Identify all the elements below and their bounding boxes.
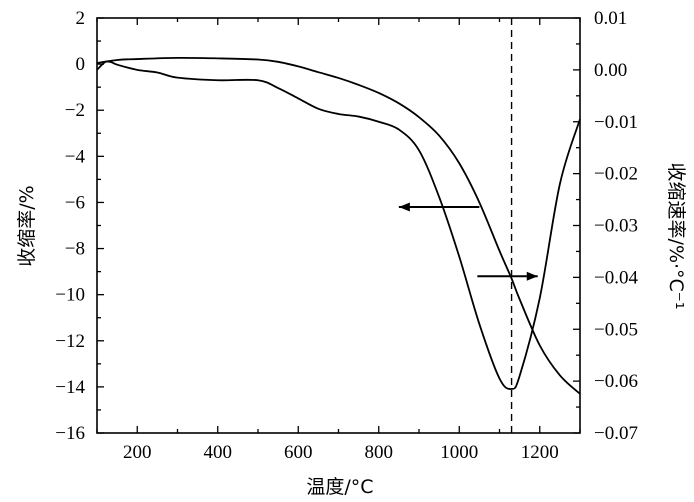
y-left-tick-label: −8 <box>65 239 85 260</box>
x-tick-label: 200 <box>123 442 152 463</box>
y-left-tick-label: −2 <box>65 100 85 121</box>
y-right-tick-label: −0.04 <box>594 267 638 288</box>
y-right-tick-label: −0.05 <box>594 319 638 340</box>
y-left-tick-label: −16 <box>55 423 85 444</box>
x-tick-label: 1200 <box>521 442 559 463</box>
y-left-tick-label: 0 <box>76 54 86 75</box>
y-left-tick-label: −10 <box>55 285 85 306</box>
y-left-tick-label: 2 <box>76 8 86 29</box>
y-left-tick-label: −14 <box>55 377 85 398</box>
y-right-tick-label: −0.06 <box>594 371 638 392</box>
x-tick-label: 800 <box>365 442 394 463</box>
arrow-left-axis <box>398 202 480 212</box>
y-right-tick-label: 0.00 <box>594 60 627 81</box>
right-y-axis-title: 收缩速率/%·°C⁻¹ <box>665 163 687 310</box>
left-y-axis-title: 收缩率/% <box>16 185 38 266</box>
y-left-tick-label: −4 <box>65 146 86 167</box>
y-right-tick-label: −0.01 <box>594 112 638 133</box>
y-right-tick-label: −0.03 <box>594 216 638 237</box>
y-right-tick-label: −0.07 <box>594 423 638 444</box>
x-axis-title: 温度/°C <box>306 476 373 498</box>
y-right-tick-label: 0.01 <box>594 8 627 29</box>
arrow-right-axis <box>477 271 538 281</box>
y-right-tick-label: −0.02 <box>594 164 638 185</box>
x-tick-label: 1000 <box>440 442 478 463</box>
y-left-tick-label: −12 <box>55 331 85 352</box>
x-tick-label: 600 <box>284 442 313 463</box>
plot-frame <box>96 17 581 434</box>
y-left-tick-label: −6 <box>65 192 85 213</box>
shrinkage-rate-curve <box>96 60 581 390</box>
x-tick-label: 400 <box>204 442 233 463</box>
shrinkage-curve <box>96 56 581 395</box>
